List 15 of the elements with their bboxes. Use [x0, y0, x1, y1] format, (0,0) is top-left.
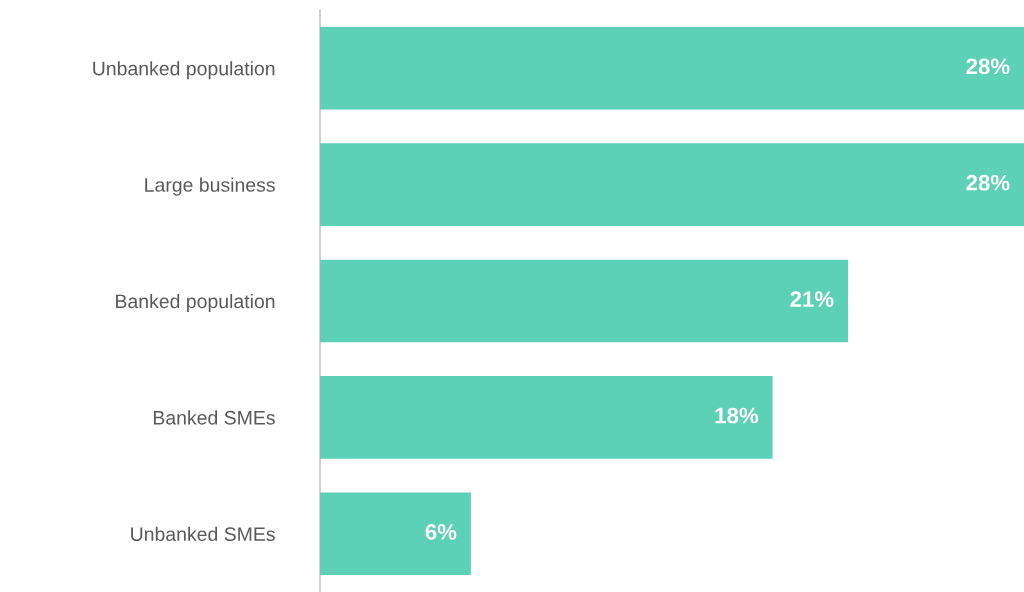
data-label: 6%: [425, 524, 457, 540]
y-tick-label: Banked population: [116, 293, 275, 313]
bar: [320, 492, 471, 576]
data-label: 28%: [966, 58, 1010, 75]
y-tick-label: Banked SMEs: [153, 410, 275, 425]
data-label: 21%: [790, 291, 834, 307]
y-tick-label: Large business: [145, 177, 275, 196]
y-tick-label: Unbanked population: [93, 61, 275, 80]
bar: [320, 26, 1024, 110]
bar: [320, 376, 773, 459]
data-label: 18%: [715, 407, 759, 424]
data-label: 28%: [966, 174, 1010, 191]
y-tick-label: Unbanked SMEs: [131, 526, 275, 542]
bar: [320, 259, 848, 343]
bar: [320, 143, 1024, 226]
